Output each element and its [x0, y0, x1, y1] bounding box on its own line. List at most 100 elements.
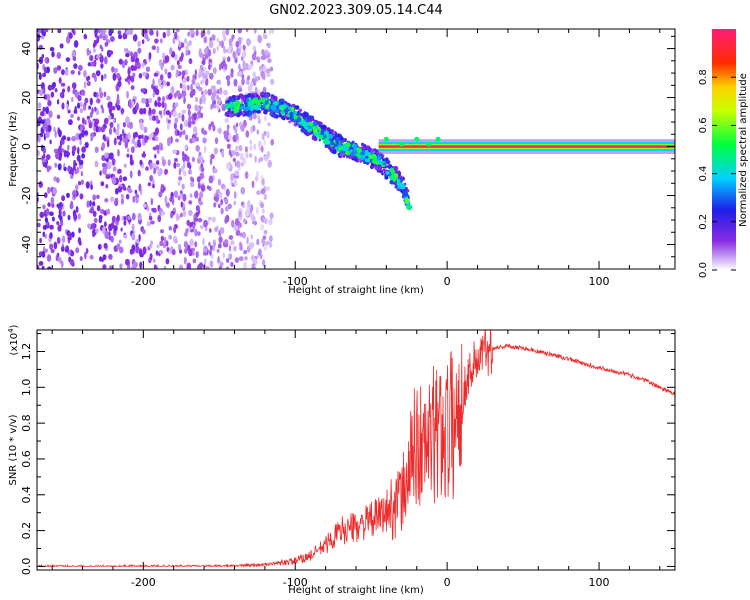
- noise-blob: [103, 136, 107, 142]
- noise-blob: [155, 250, 159, 256]
- trace-point: [350, 152, 355, 157]
- noise-blob: [79, 108, 84, 114]
- noise-blob: [47, 99, 52, 107]
- trace-halo: [294, 105, 300, 110]
- noise-blob: [49, 47, 55, 52]
- noise-blob: [73, 40, 79, 48]
- noise-blob: [224, 206, 229, 212]
- noise-blob: [252, 45, 257, 52]
- noise-blob: [160, 229, 164, 234]
- trace-halo: [241, 96, 246, 101]
- noise-blob: [56, 99, 60, 105]
- noise-blob: [187, 41, 191, 47]
- noise-blob: [268, 29, 272, 36]
- noise-blob: [213, 90, 217, 96]
- noise-blob: [228, 253, 233, 260]
- noise-blob: [246, 236, 249, 245]
- noise-blob: [189, 29, 194, 34]
- trace-halo: [265, 93, 269, 98]
- noise-blob: [118, 34, 123, 40]
- noise-blob: [56, 65, 62, 71]
- noise-blob: [265, 240, 270, 246]
- noise-blob: [66, 192, 70, 198]
- noise-blob: [102, 166, 107, 175]
- noise-blob: [128, 29, 134, 35]
- noise-blob: [37, 36, 40, 42]
- noise-blob: [154, 38, 159, 44]
- noise-blob: [164, 168, 168, 175]
- noise-blob: [194, 69, 198, 76]
- noise-blob: [210, 153, 215, 160]
- trace-point: [265, 104, 269, 109]
- noise-blob: [78, 239, 81, 245]
- trace-halo: [332, 149, 337, 155]
- noise-blob: [79, 125, 83, 132]
- noise-blob: [152, 258, 156, 263]
- noise-blob: [208, 216, 212, 221]
- trace-point: [382, 162, 387, 166]
- spectrogram-y-tick-label: -40: [20, 236, 33, 254]
- noise-blob: [44, 192, 48, 199]
- noise-blob: [90, 223, 95, 229]
- trace-halo: [248, 111, 253, 116]
- trace-point: [398, 182, 403, 188]
- trace-point: [396, 178, 401, 183]
- colorbar-gradient: [712, 29, 736, 270]
- noise-blob: [243, 249, 248, 255]
- noise-blob: [86, 115, 91, 120]
- noise-blob: [164, 102, 167, 111]
- snr-line: [37, 330, 675, 568]
- noise-blob: [179, 212, 183, 218]
- noise-blob: [206, 29, 211, 35]
- noise-blob: [194, 228, 198, 237]
- noise-blob: [222, 59, 226, 67]
- noise-blob: [174, 117, 179, 124]
- noise-blob: [142, 203, 147, 208]
- noise-blob: [267, 42, 271, 49]
- noise-blob: [40, 119, 45, 124]
- noise-blob: [92, 194, 97, 201]
- noise-blob: [42, 231, 46, 237]
- noise-blob: [162, 159, 166, 167]
- noise-blob: [72, 165, 76, 171]
- noise-blob: [53, 241, 58, 250]
- noise-blob: [75, 184, 79, 191]
- noise-blob: [137, 41, 141, 48]
- noise-blob: [162, 244, 167, 248]
- noise-blob: [163, 108, 166, 116]
- noise-blob: [186, 219, 190, 226]
- noise-blob: [45, 124, 49, 133]
- noise-blob: [90, 184, 93, 190]
- noise-blob: [116, 93, 120, 101]
- noise-blob: [160, 183, 164, 191]
- noise-blob: [208, 241, 211, 247]
- noise-blob: [156, 45, 160, 54]
- noise-blob: [43, 87, 46, 95]
- trace-point: [338, 146, 342, 151]
- noise-blob: [225, 188, 230, 197]
- noise-blob: [137, 134, 142, 140]
- noise-blob: [220, 261, 224, 266]
- noise-blob: [174, 31, 178, 40]
- noise-blob: [145, 66, 151, 72]
- noise-blob: [125, 116, 130, 124]
- noise-blob: [251, 215, 256, 222]
- noise-blob: [189, 181, 195, 188]
- noise-blob: [176, 130, 180, 136]
- trace-halo: [370, 148, 375, 153]
- noise-blob: [113, 68, 119, 73]
- trace-point: [254, 104, 261, 111]
- noise-blob: [95, 109, 100, 116]
- noise-blob: [189, 221, 193, 228]
- noise-blob: [106, 95, 111, 101]
- noise-blob: [45, 117, 51, 126]
- noise-blob: [108, 115, 112, 120]
- noise-blob: [134, 189, 138, 195]
- noise-blob: [152, 146, 157, 151]
- noise-blob: [92, 232, 95, 238]
- noise-blob: [181, 83, 187, 92]
- colorbar-label: Normalized spectral amplitude: [738, 73, 749, 227]
- noise-blob: [80, 171, 84, 177]
- trace-halo: [322, 125, 327, 129]
- noise-blob: [203, 48, 209, 54]
